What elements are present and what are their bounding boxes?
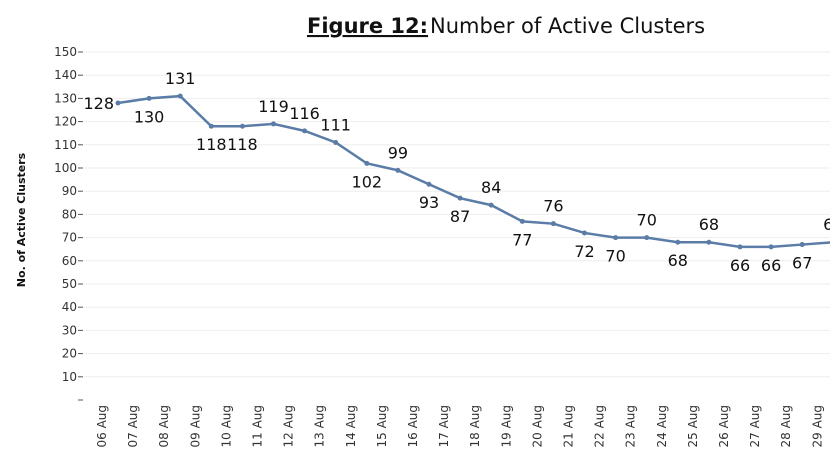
y-tick-label: 140 xyxy=(54,68,77,82)
value-label: 66 xyxy=(730,256,750,275)
point xyxy=(768,244,774,250)
point xyxy=(426,181,432,187)
value-label: 70 xyxy=(605,247,625,266)
x-tick-label: 17 Aug xyxy=(437,405,451,448)
x-tick-label: 09 Aug xyxy=(188,405,202,448)
value-label: 76 xyxy=(543,197,563,216)
y-tick-label: 150 xyxy=(54,45,77,59)
value-label: 68 xyxy=(699,215,719,234)
x-tick-label: 06 Aug xyxy=(95,405,109,448)
x-tick-label: 22 Aug xyxy=(593,405,607,448)
value-label: 84 xyxy=(481,178,501,197)
y-tick-label: 100 xyxy=(54,161,77,175)
x-tick-label: 13 Aug xyxy=(313,405,327,448)
x-tick-label: 20 Aug xyxy=(530,405,544,448)
value-label: 93 xyxy=(419,193,439,212)
point xyxy=(644,235,650,241)
y-tick-label: 120 xyxy=(54,115,77,129)
y-tick-label: 110 xyxy=(54,138,77,152)
x-tick-label: 11 Aug xyxy=(251,405,265,448)
point xyxy=(177,93,183,99)
x-tick-label: 27 Aug xyxy=(748,405,762,448)
x-tick-label: 23 Aug xyxy=(624,405,638,448)
point xyxy=(519,218,525,224)
x-tick-label: 28 Aug xyxy=(779,405,793,448)
y-tick-label: 90 xyxy=(62,184,77,198)
x-tick-label: 25 Aug xyxy=(686,405,700,448)
point xyxy=(333,139,339,145)
point xyxy=(208,123,214,129)
value-label: 99 xyxy=(388,143,408,162)
x-tick-label: 24 Aug xyxy=(655,405,669,448)
y-tick-label: 30 xyxy=(62,323,77,337)
title-prefix: Figure 12: xyxy=(307,14,428,38)
value-label: 70 xyxy=(637,211,657,230)
point xyxy=(302,128,308,134)
x-tick-label: 26 Aug xyxy=(717,405,731,448)
value-label: 68 xyxy=(823,215,830,234)
point xyxy=(146,95,152,101)
x-tick-label: 10 Aug xyxy=(219,405,233,448)
value-label: 68 xyxy=(668,251,688,270)
chart-title: Number of Active Clusters xyxy=(430,14,705,38)
y-tick-label: 130 xyxy=(54,91,77,105)
x-tick-label: 15 Aug xyxy=(375,405,389,448)
point xyxy=(488,202,494,208)
line xyxy=(117,94,830,249)
value-label: 118 xyxy=(196,135,227,154)
value-label: 77 xyxy=(512,230,532,249)
x-tick-label: 14 Aug xyxy=(344,405,358,448)
x-tick-label: 18 Aug xyxy=(468,405,482,448)
value-label: 87 xyxy=(450,207,470,226)
point xyxy=(457,195,463,201)
point xyxy=(737,244,743,250)
point xyxy=(613,235,619,241)
x-tick-label: 08 Aug xyxy=(157,405,171,448)
y-tick-label: 80 xyxy=(62,207,77,221)
point xyxy=(271,121,276,127)
x-tick-label: 19 Aug xyxy=(499,405,513,448)
point xyxy=(364,160,370,166)
point xyxy=(582,230,587,236)
y-tick-label: 70 xyxy=(62,231,77,245)
y-tick-label: 50 xyxy=(62,277,77,291)
point xyxy=(550,221,556,227)
x-tick-label: 21 Aug xyxy=(562,405,576,448)
x-tick-label: 16 Aug xyxy=(406,405,420,448)
x-tick-label: 12 Aug xyxy=(282,405,296,448)
value-label: 130 xyxy=(134,107,165,126)
value-label: 111 xyxy=(320,115,351,134)
point xyxy=(239,123,245,129)
point xyxy=(706,239,712,245)
y-tick-label: 40 xyxy=(62,300,77,314)
x-tick-label: 29 Aug xyxy=(810,405,824,448)
value-label: 102 xyxy=(352,172,383,191)
value-label: 128 xyxy=(83,94,114,113)
value-label: 72 xyxy=(574,242,594,261)
x-tick-label: 07 Aug xyxy=(126,405,140,448)
value-label: 118 xyxy=(227,135,258,154)
point xyxy=(675,239,681,245)
y-axis-label: No. of Active Clusters xyxy=(15,152,28,287)
point xyxy=(799,242,805,248)
value-label: 116 xyxy=(289,104,320,123)
point xyxy=(395,167,401,173)
point xyxy=(115,100,121,106)
value-label: 131 xyxy=(165,69,196,88)
value-label: 119 xyxy=(258,97,289,116)
y-tick-label: 60 xyxy=(62,254,77,268)
y-tick-label: 10 xyxy=(62,370,77,384)
value-label: 67 xyxy=(792,254,812,273)
y-tick-label: 20 xyxy=(62,347,77,361)
value-label: 66 xyxy=(761,256,781,275)
